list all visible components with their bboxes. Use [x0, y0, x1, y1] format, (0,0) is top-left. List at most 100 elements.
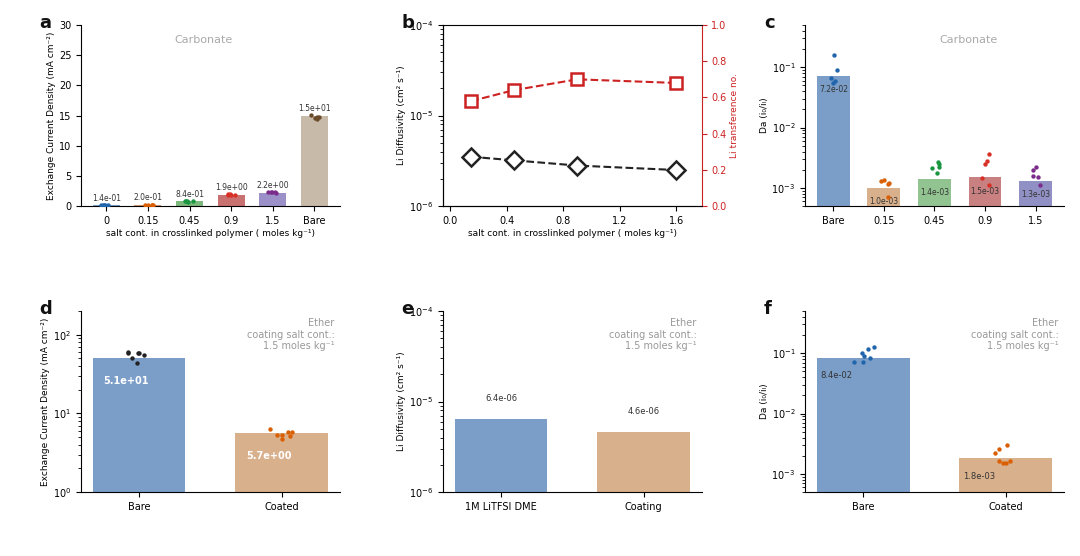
Point: [129, 358, 146, 367]
Text: c: c: [764, 14, 774, 32]
Point: [827, 76, 845, 85]
Point: [268, 188, 285, 197]
Text: 1.4e-03: 1.4e-03: [920, 188, 949, 197]
Text: d: d: [40, 300, 52, 318]
Text: 6.4e-06: 6.4e-06: [485, 394, 517, 403]
Text: 7.2e-02: 7.2e-02: [819, 85, 848, 94]
Point: [977, 157, 995, 166]
Point: [267, 187, 284, 196]
Point: [261, 424, 279, 433]
Point: [980, 181, 997, 190]
Y-axis label: Da (i₀/iₗ): Da (i₀/iₗ): [759, 98, 769, 133]
Point: [998, 440, 1015, 449]
Point: [273, 434, 291, 443]
Point: [825, 79, 842, 88]
Point: [97, 201, 114, 210]
Bar: [597, 432, 690, 556]
Point: [929, 158, 946, 167]
Point: [93, 201, 110, 210]
Point: [981, 149, 998, 158]
Point: [308, 112, 325, 121]
Point: [219, 189, 237, 198]
Point: [1029, 172, 1047, 181]
Point: [931, 162, 948, 171]
Text: Ether
coating salt cont.:
1.5 moles kg⁻¹: Ether coating salt cont.: 1.5 moles kg⁻¹: [246, 318, 335, 351]
Y-axis label: Exchange Current Density (mA cm⁻²): Exchange Current Density (mA cm⁻²): [48, 31, 56, 200]
Bar: [93, 358, 186, 556]
Y-axis label: Li transference no.: Li transference no.: [730, 73, 739, 158]
Text: e: e: [402, 300, 414, 318]
Bar: [816, 76, 850, 556]
Point: [1027, 163, 1044, 172]
Text: Ether
coating salt cont.:
1.5 moles kg⁻¹: Ether coating salt cont.: 1.5 moles kg⁻¹: [971, 318, 1058, 351]
Point: [123, 354, 140, 363]
Point: [1031, 180, 1049, 189]
Point: [269, 430, 286, 439]
Point: [136, 200, 153, 209]
Point: [987, 448, 1004, 457]
Bar: [918, 179, 950, 556]
Bar: [1020, 181, 1052, 556]
Y-axis label: Li Diffusivity (cm² s⁻¹): Li Diffusivity (cm² s⁻¹): [397, 352, 406, 451]
Point: [96, 201, 113, 210]
Point: [178, 197, 195, 206]
Point: [302, 110, 320, 119]
Point: [1025, 165, 1042, 174]
Point: [226, 191, 243, 200]
Bar: [93, 205, 120, 206]
Point: [120, 348, 137, 356]
Bar: [867, 188, 901, 556]
Text: f: f: [764, 300, 772, 318]
Point: [976, 160, 994, 168]
Point: [119, 349, 136, 358]
Point: [99, 201, 117, 210]
Point: [279, 428, 296, 436]
Bar: [816, 358, 909, 556]
Y-axis label: Exchange Current Density (mA cm⁻²): Exchange Current Density (mA cm⁻²): [41, 317, 50, 486]
Point: [143, 201, 160, 210]
Bar: [235, 433, 328, 556]
Bar: [217, 195, 245, 206]
Text: a: a: [40, 14, 52, 32]
Point: [853, 349, 870, 358]
Point: [1024, 172, 1041, 181]
Point: [260, 187, 278, 196]
Y-axis label: Da (i₀/iₗ): Da (i₀/iₗ): [759, 384, 769, 419]
Point: [144, 200, 161, 209]
Y-axis label: Li Diffusivity (cm² s⁻¹): Li Diffusivity (cm² s⁻¹): [397, 66, 406, 165]
Point: [307, 113, 324, 122]
Point: [143, 201, 160, 210]
Point: [880, 178, 897, 187]
Point: [1001, 456, 1018, 465]
Point: [179, 197, 197, 206]
Text: 8.4e-01: 8.4e-01: [175, 190, 204, 198]
Point: [861, 354, 878, 363]
Point: [176, 197, 193, 206]
Point: [879, 179, 896, 188]
Point: [929, 168, 946, 177]
Point: [860, 345, 877, 354]
Text: 2.2e+00: 2.2e+00: [256, 181, 289, 190]
Point: [990, 456, 1008, 465]
Point: [845, 358, 862, 367]
Point: [130, 348, 147, 357]
Point: [310, 113, 327, 122]
Point: [94, 201, 111, 210]
Point: [990, 445, 1008, 454]
Bar: [301, 116, 328, 206]
Bar: [259, 193, 286, 206]
Text: Ether
coating salt cont.:
1.5 moles kg⁻¹: Ether coating salt cont.: 1.5 moles kg⁻¹: [609, 318, 697, 351]
Text: 5.7e+00: 5.7e+00: [246, 451, 292, 461]
Bar: [959, 459, 1052, 556]
Text: 1.5e-03: 1.5e-03: [971, 187, 1000, 196]
Point: [309, 115, 326, 123]
Point: [136, 350, 153, 359]
Point: [219, 191, 237, 200]
Point: [130, 349, 147, 358]
Point: [854, 358, 872, 367]
Point: [282, 431, 299, 440]
Point: [221, 190, 239, 198]
Text: 8.4e-02: 8.4e-02: [821, 371, 852, 380]
X-axis label: salt cont. in crosslinked polymer ( moles kg⁻¹): salt cont. in crosslinked polymer ( mole…: [106, 229, 314, 237]
Point: [139, 200, 157, 209]
